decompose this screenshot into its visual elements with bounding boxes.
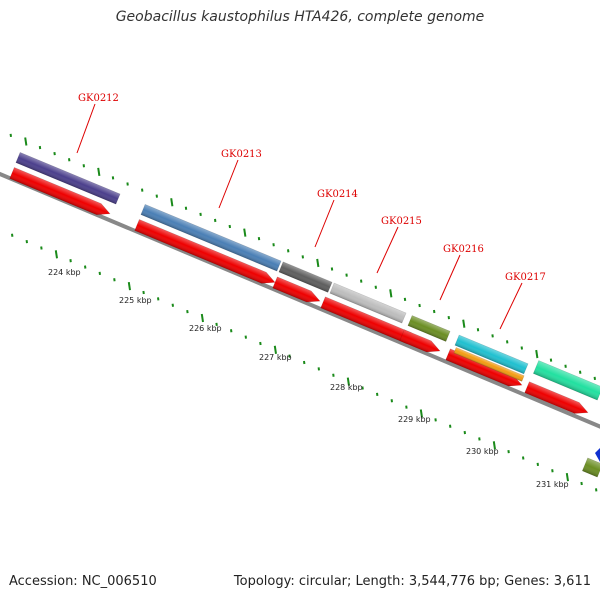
inner-tick (273, 345, 277, 354)
gene-box-gk0213[interactable] (140, 204, 282, 272)
gene-box-gk0217[interactable] (454, 334, 529, 375)
gene-box-next[interactable] (532, 360, 600, 401)
outer-tick (170, 198, 174, 207)
cds-arrow[interactable] (399, 329, 443, 357)
inner-tick (54, 250, 58, 259)
outer-tick-ring (9, 133, 596, 380)
outer-tick (389, 289, 393, 298)
inner-tick-ring (11, 233, 598, 492)
gene-box-gk0216[interactable] (407, 315, 451, 342)
gene-track (15, 152, 600, 478)
leader-line (76, 103, 96, 154)
gene-label[interactable]: GK0213 (221, 149, 262, 160)
gene-box-next-lower[interactable] (581, 457, 600, 478)
cds-track (9, 167, 591, 418)
inner-tick (200, 313, 204, 323)
outer-tick (316, 258, 320, 268)
outer-tick (24, 137, 28, 146)
inner-tick (127, 282, 131, 291)
inner-tick (346, 377, 350, 386)
leader-line (439, 254, 461, 301)
leader-line (314, 199, 335, 248)
gene-box-gk0212[interactable] (15, 152, 121, 205)
ruler-label: 225 kbp (119, 296, 152, 305)
inner-tick (419, 409, 423, 418)
inner-tick (565, 472, 569, 482)
outer-tick (535, 349, 539, 359)
leader-line (499, 282, 523, 330)
ruler-label: 230 kbp (466, 447, 499, 456)
cds-arrow[interactable] (9, 167, 113, 219)
gene-label[interactable]: GK0215 (381, 216, 422, 227)
gene-labels: GK0212 GK0213 GK0214 GK0215 GK0216 GK0217 (76, 93, 546, 330)
ruler-label: 224 kbp (48, 268, 81, 277)
gene-box-gk0215[interactable] (329, 282, 407, 324)
outer-tick (462, 319, 466, 328)
ruler-label: 229 kbp (398, 415, 431, 424)
outer-tick (97, 167, 101, 176)
gene-box-extra[interactable] (453, 347, 525, 382)
inner-tick (492, 441, 496, 450)
cds-arrow[interactable] (134, 219, 278, 287)
genome-backbone (0, 171, 600, 429)
outer-tick (243, 228, 247, 237)
leader-line (376, 226, 399, 274)
gene-label[interactable]: GK0216 (443, 244, 484, 255)
gene-box-blue-marker (595, 448, 600, 462)
cds-arrow[interactable] (272, 276, 323, 307)
gene-label[interactable]: GK0217 (505, 272, 546, 283)
leader-line (218, 159, 239, 209)
map-title: Geobacillus kaustophilus HTA426, complet… (115, 9, 485, 25)
gene-label[interactable]: GK0214 (317, 189, 358, 200)
genome-summary: Topology: circular; Length: 3,544,776 bp… (233, 574, 591, 589)
ruler-labels: 224 kbp 225 kbp 226 kbp 227 kbp 228 kbp 229 k… (48, 268, 569, 489)
ruler-label: 227 kbp (259, 353, 292, 362)
cds-arrow[interactable] (524, 381, 591, 418)
gene-box-gk0214[interactable] (278, 261, 333, 293)
ruler-label: 228 kbp (330, 383, 363, 392)
ruler-label: 231 kbp (536, 480, 569, 489)
accession-text: Accession: NC_006510 (9, 574, 157, 589)
gene-label[interactable]: GK0212 (78, 93, 119, 104)
ruler-label: 226 kbp (189, 324, 222, 333)
